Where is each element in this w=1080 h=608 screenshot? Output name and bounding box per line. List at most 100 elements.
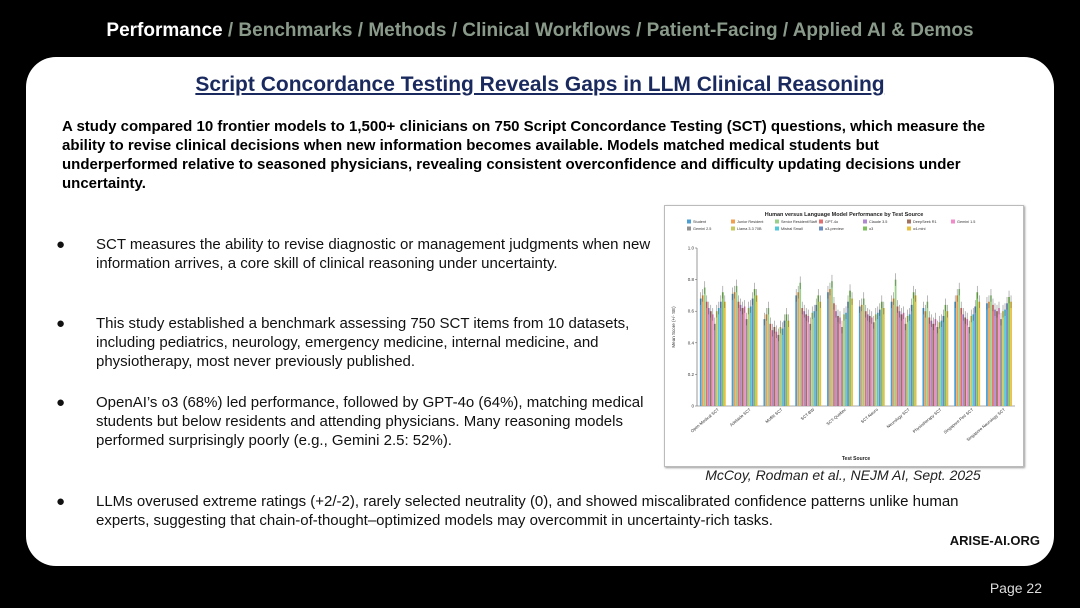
- chart-bar: [785, 314, 788, 406]
- bullet-dot: ●: [56, 315, 66, 332]
- chart-bar: [968, 327, 971, 406]
- chart-bar: [904, 323, 907, 406]
- chart-bar: [938, 322, 941, 406]
- chart-bar: [843, 314, 845, 406]
- chart-bar: [811, 312, 814, 406]
- chart-bar: [833, 303, 835, 406]
- legend-swatch: [687, 219, 691, 224]
- chart-bar: [851, 298, 853, 406]
- chart-bar: [898, 311, 901, 406]
- chart-bar: [870, 317, 873, 406]
- x-tick-label: SCT-Quebec: [825, 407, 847, 426]
- chart-bar: [976, 292, 979, 406]
- y-tick-label: 0.6: [688, 309, 695, 314]
- nav-other-sections[interactable]: / Benchmarks / Methods / Clinical Workfl…: [222, 20, 974, 41]
- chart-bar: [974, 306, 977, 406]
- chart-bar: [795, 295, 798, 406]
- chart-bar: [799, 282, 802, 406]
- chart-figure: Human versus Language Model Performance …: [664, 205, 1024, 467]
- chart-bar: [966, 319, 969, 406]
- chart-bar: [711, 314, 714, 406]
- chart-bar: [1010, 301, 1012, 406]
- chart-bar: [864, 311, 867, 406]
- chart-bar: [874, 314, 877, 406]
- chart-bar: [876, 312, 879, 406]
- chart-bar: [713, 323, 716, 406]
- chart-bar: [801, 308, 804, 406]
- y-axis-label: Mean Score (+/- SE): [671, 306, 676, 348]
- x-tick-label: Open Medical SCT: [690, 407, 721, 434]
- chart-bar: [908, 314, 911, 406]
- chart-bar: [946, 311, 949, 406]
- chart-bar: [940, 320, 943, 406]
- chart-bar: [787, 320, 790, 406]
- chart-bar: [902, 312, 905, 406]
- chart-bar: [751, 298, 754, 406]
- chart-bar: [835, 311, 837, 406]
- chart-bar: [839, 317, 841, 406]
- chart-bar: [926, 301, 929, 406]
- chart-bar: [753, 289, 756, 406]
- chart-bar: [992, 304, 994, 406]
- x-tick-label: SCT-Neuro: [860, 407, 880, 425]
- chart-bar: [809, 323, 812, 406]
- chart-bar: [745, 319, 748, 406]
- legend-label: DeepSeek R1: [913, 220, 937, 224]
- chart-bar: [755, 295, 758, 406]
- chart-bar: [847, 301, 849, 406]
- figure-caption: McCoy, Rodman et al., NEJM AI, Sept. 202…: [705, 467, 981, 483]
- chart-bar: [719, 301, 722, 406]
- chart-bar: [956, 295, 959, 406]
- chart-bar: [972, 314, 975, 406]
- chart-bar: [930, 320, 933, 406]
- y-tick-label: 0.4: [688, 340, 695, 345]
- chart-bar: [777, 334, 780, 406]
- legend-swatch: [731, 219, 735, 224]
- chart-bar: [721, 292, 724, 406]
- chart-bar: [892, 298, 895, 406]
- chart-bar: [829, 289, 831, 406]
- chart-bar: [831, 281, 833, 406]
- chart-bar: [747, 308, 750, 406]
- chart-bar: [709, 311, 712, 406]
- chart-bar: [962, 314, 965, 406]
- chart-bar: [960, 308, 963, 406]
- legend-swatch: [687, 226, 691, 231]
- legend-label: Llama 3.3 70B: [737, 227, 762, 231]
- nav-active-section[interactable]: Performance: [106, 20, 223, 41]
- chart-bar: [841, 327, 843, 406]
- chart-bar: [906, 315, 909, 406]
- chart-bar: [773, 327, 776, 406]
- x-tick-label: Neurology SCT: [886, 407, 911, 430]
- chart-bar: [781, 328, 784, 406]
- chart-bar: [733, 292, 736, 406]
- chart-bar: [934, 319, 937, 406]
- bullet-dot: ●: [56, 493, 66, 510]
- chart-bar: [894, 279, 897, 406]
- page-number: Page 22: [989, 580, 1042, 596]
- chart-bar: [705, 301, 708, 406]
- chart-bar: [988, 301, 990, 406]
- chart-bar: [890, 301, 893, 406]
- chart-bar: [743, 306, 746, 406]
- chart-bar: [715, 311, 718, 406]
- chart-bar: [845, 312, 847, 406]
- chart-bar: [878, 309, 881, 406]
- chart-bar: [739, 304, 742, 406]
- chart-bar: [1002, 311, 1004, 406]
- legend-swatch: [819, 226, 823, 231]
- chart-bar: [928, 317, 931, 406]
- legend-swatch: [907, 219, 911, 224]
- chart-bar: [1004, 309, 1006, 406]
- y-tick-label: 0.2: [688, 372, 695, 377]
- chart-bar: [837, 315, 839, 406]
- y-tick-label: 1.0: [688, 246, 695, 251]
- chart-bar: [763, 319, 766, 406]
- chart-bar: [868, 315, 871, 406]
- legend-label: GPT-4o: [825, 220, 838, 224]
- chart-bar: [912, 292, 915, 406]
- chart-bar: [807, 315, 810, 406]
- chart-bar: [775, 331, 778, 406]
- chart-bar: [769, 323, 772, 406]
- legend-swatch: [863, 219, 867, 224]
